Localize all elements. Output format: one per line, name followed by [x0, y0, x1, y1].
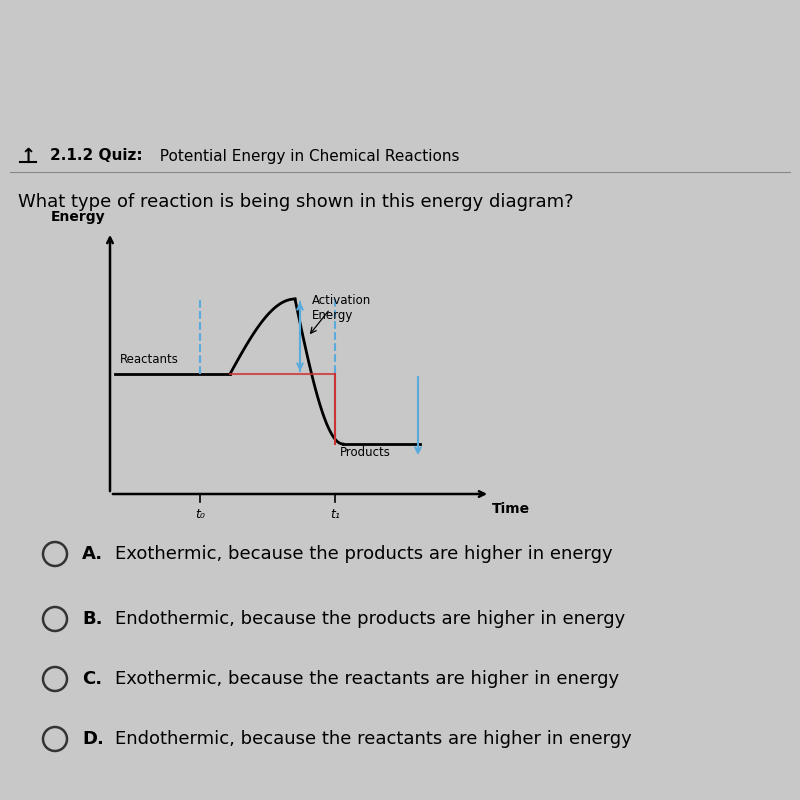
Text: Energy: Energy: [50, 210, 105, 224]
Text: Activation
Energy: Activation Energy: [312, 294, 371, 322]
Text: Exothermic, because the reactants are higher in energy: Exothermic, because the reactants are hi…: [115, 670, 619, 688]
Text: Time: Time: [492, 502, 530, 516]
Text: Products: Products: [340, 446, 391, 459]
Text: t₁: t₁: [330, 508, 340, 521]
Text: What type of reaction is being shown in this energy diagram?: What type of reaction is being shown in …: [18, 193, 574, 211]
Text: t₀: t₀: [195, 508, 205, 521]
Text: Potential Energy in Chemical Reactions: Potential Energy in Chemical Reactions: [150, 149, 459, 163]
Text: 2.1.2 Quiz:: 2.1.2 Quiz:: [50, 149, 142, 163]
Text: Exothermic, because the products are higher in energy: Exothermic, because the products are hig…: [115, 545, 613, 563]
Text: ↑: ↑: [21, 147, 35, 165]
Text: Endothermic, because the products are higher in energy: Endothermic, because the products are hi…: [115, 610, 626, 628]
Text: Endothermic, because the reactants are higher in energy: Endothermic, because the reactants are h…: [115, 730, 632, 748]
Text: B.: B.: [82, 610, 102, 628]
Text: Reactants: Reactants: [120, 353, 179, 366]
Text: D.: D.: [82, 730, 104, 748]
Text: A.: A.: [82, 545, 103, 563]
Text: C.: C.: [82, 670, 102, 688]
